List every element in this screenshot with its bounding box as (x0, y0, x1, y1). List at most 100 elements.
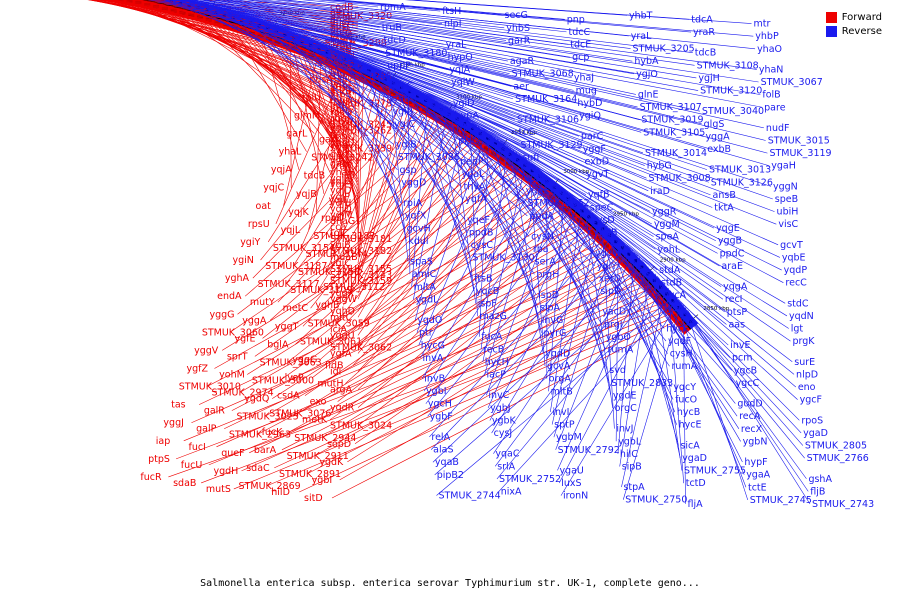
reverse-gene-label: yggN (773, 181, 798, 192)
reverse-gene-label: yqdF (668, 336, 691, 347)
reverse-gene-label: invA (423, 353, 444, 364)
reverse-leader (328, 46, 466, 220)
reverse-gene-label: alaS (433, 445, 453, 456)
reverse-gene-label: hycG (421, 340, 445, 351)
forward-gene-label: yraM (330, 162, 354, 173)
reverse-gene-label: yggA (705, 131, 730, 142)
reverse-leader (313, 40, 588, 208)
gene-block (243, 28, 247, 33)
reverse-gene-label: ptr (419, 328, 433, 339)
reverse-gene-label: amiC (412, 269, 437, 280)
reverse-leader (277, 26, 709, 183)
gene-block (437, 117, 442, 121)
forward-gene-label: rrmJ (330, 113, 350, 124)
reverse-gene-label: ygbL (618, 436, 642, 447)
reverse-gene-label: ygbK (492, 415, 517, 426)
reverse-gene-label: STMUK_3019 (641, 115, 703, 126)
reverse-leader (496, 138, 667, 342)
reverse-gene-label: ptsP (727, 307, 748, 318)
reverse-gene-label: STMUK_2755 (684, 466, 746, 477)
gene-block (508, 152, 512, 156)
forward-gene-label: metC (283, 303, 309, 314)
reverse-gene-label: invJ (616, 424, 633, 435)
reverse-gene-label: sipD (600, 286, 621, 297)
reverse-gene-label: ftsH (442, 6, 461, 17)
reverse-leader (625, 243, 804, 446)
gene-block (665, 292, 669, 296)
gene-block (135, 0, 139, 5)
forward-gene-label: STMUK_2911 (287, 451, 349, 462)
reverse-gene-label: tctE (748, 482, 767, 493)
forward-leader (329, 237, 592, 420)
forward-leader (221, 172, 513, 351)
forward-gene-label: rpsU (248, 219, 270, 230)
reverse-gene-label: recC (785, 278, 807, 289)
forward-gene-label: garL (286, 129, 308, 140)
reverse-gene-label: STMUK_2750 (625, 495, 687, 506)
forward-leader (357, 107, 410, 276)
reverse-gene-label: yqfX (405, 211, 427, 222)
reverse-leader (301, 35, 773, 200)
reverse-gene-label: rpoS (801, 415, 823, 426)
reverse-leader (436, 295, 675, 496)
reverse-leader (557, 266, 649, 471)
gene-block (597, 236, 601, 240)
forward-gene-label: STMUK_3061 (300, 336, 362, 347)
reverse-gene-label: tcC (519, 127, 535, 138)
reverse-leader (192, 0, 763, 108)
reverse-leader (453, 110, 539, 308)
reverse-leader (281, 0, 756, 50)
forward-leader (304, 216, 568, 396)
forward-label: Forward (841, 11, 882, 23)
reverse-leader (220, 0, 633, 62)
reverse-leader (224, 0, 507, 41)
reverse-gene-label: sipA (540, 303, 561, 314)
forward-gene-label: tolC (330, 228, 349, 239)
gene-block (471, 137, 475, 142)
forward-leader (299, 318, 671, 493)
forward-gene-label: STMUK_3183 (313, 231, 375, 242)
gene-block (610, 248, 614, 252)
reverse-gene-label: fljB (810, 486, 825, 497)
reverse-leader (685, 307, 749, 501)
reverse-leader (555, 250, 633, 450)
reverse-gene-label: ubiH (777, 207, 799, 218)
reverse-leader (444, 105, 786, 304)
forward-gene-label: yggA (242, 315, 267, 326)
gene-block (620, 246, 625, 250)
reverse-leader (196, 1, 393, 125)
reverse-gene-label: gcvH (407, 223, 431, 234)
forward-gene-label: yqjB (296, 189, 317, 200)
reverse-leader (433, 99, 537, 296)
reverse-gene-label: invG (542, 315, 564, 326)
forward-gene-label: yqjC (263, 183, 284, 194)
reverse-gene-label: invC (488, 390, 509, 401)
forward-leader (331, 322, 674, 499)
reverse-leader (193, 0, 764, 129)
reverse-gene-label: STMUK_3106 (517, 115, 579, 126)
gene-block (217, 20, 221, 25)
reverse-gene-label: STMUK_3013 (709, 165, 771, 176)
forward-gene-label: iciA (330, 324, 348, 335)
forward-leader (275, 73, 343, 225)
reverse-leader (566, 191, 612, 396)
forward-gene-label: sdaB (173, 478, 196, 489)
reverse-gene-label: prgI (604, 319, 623, 330)
forward-gene-label: fucR (140, 472, 162, 483)
forward-gene-label: glmM (294, 110, 320, 121)
reverse-gene-label: sptP (554, 420, 575, 431)
reverse-leader (289, 31, 524, 191)
reverse-gene-label: recX (741, 424, 763, 435)
gene-block (266, 27, 270, 31)
gene-block (501, 158, 505, 162)
reverse-leader (246, 16, 521, 158)
reverse-gene-label: stdC (787, 298, 809, 309)
reverse-gene-label: yqgE (716, 223, 740, 234)
reverse-gene-label: truB (382, 23, 402, 34)
reverse-gene-label: recI (725, 294, 743, 305)
reverse-leader (458, 114, 663, 308)
reverse-leader (355, 58, 592, 233)
reverse-gene-label: ygcY (673, 382, 696, 393)
reverse-leader (478, 133, 490, 337)
reverse-leader (667, 288, 685, 484)
